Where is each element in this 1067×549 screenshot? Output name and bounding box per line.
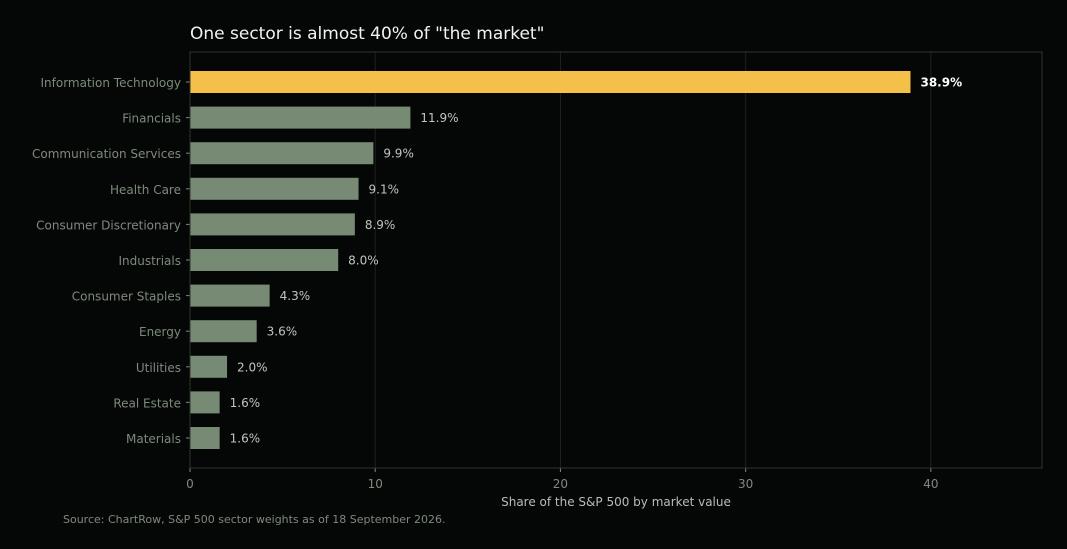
bar — [190, 71, 911, 93]
x-tick-label: 30 — [738, 477, 753, 491]
plot-frame — [189, 51, 1043, 469]
bar-value-label: 2.0% — [237, 360, 267, 374]
bar — [190, 355, 228, 378]
bar — [190, 284, 270, 307]
bar — [190, 427, 220, 449]
bar-value-label: 3.6% — [267, 325, 298, 339]
bar — [190, 177, 359, 200]
bar — [190, 106, 411, 129]
bar-value-label: 38.9% — [920, 76, 962, 90]
y-tick-label: Real Estate — [113, 396, 181, 410]
y-tick-label: Information Technology — [41, 76, 182, 90]
source-note: Source: ChartRow, S&P 500 sector weights… — [63, 513, 446, 526]
bar-value-label: 9.1% — [369, 182, 400, 196]
y-tick-label: Consumer Staples — [72, 290, 181, 304]
bar-value-label: 9.9% — [383, 147, 414, 161]
bar-value-label: 4.3% — [280, 289, 311, 303]
bar-value-label: 1.6% — [230, 432, 260, 446]
y-tick-label: Industrials — [118, 254, 181, 268]
y-tick-label: Health Care — [110, 183, 181, 197]
bar — [190, 142, 374, 165]
bar — [190, 320, 257, 343]
data-labels: 38.9% 11.9% 9.9% 9.1% 8.9% 8.0% 4.3% 3.6% 2.0% 1.… — [230, 76, 963, 446]
bar — [190, 213, 355, 236]
y-tick-label: Financials — [122, 112, 181, 126]
y-tick-label: Materials — [126, 432, 181, 446]
y-tick-label: Utilities — [136, 361, 181, 375]
x-axis-ticks: 0 10 20 30 40 — [186, 468, 939, 491]
bar-value-label: 11.9% — [420, 111, 458, 125]
bar-value-label: 8.0% — [348, 254, 379, 268]
x-tick-label: 20 — [553, 477, 568, 491]
y-tick-label: Consumer Discretionary — [36, 218, 181, 232]
grid-lines — [374, 52, 932, 468]
y-axis-ticks: Information Technology Financials Communic… — [32, 76, 190, 446]
bar — [190, 249, 339, 271]
bars — [190, 71, 911, 449]
bar — [190, 391, 220, 414]
x-tick-label: 10 — [368, 477, 383, 491]
x-tick-label: 0 — [186, 477, 194, 491]
x-axis-label: Share of the S&P 500 by market value — [501, 495, 731, 509]
bar-value-label: 8.9% — [365, 218, 396, 232]
y-tick-label: Energy — [139, 325, 181, 339]
x-tick-label: 40 — [923, 477, 938, 491]
bar-value-label: 1.6% — [230, 396, 260, 410]
chart-title: One sector is almost 40% of "the market" — [190, 24, 544, 44]
y-tick-label: Communication Services — [32, 147, 181, 161]
